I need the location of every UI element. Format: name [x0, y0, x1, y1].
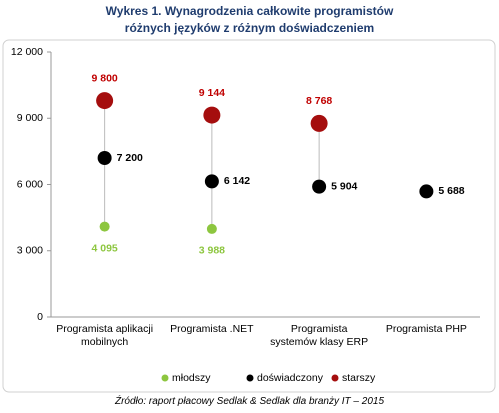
data-label: 6 142: [224, 175, 250, 187]
data-label: 5 688: [438, 185, 464, 197]
dot: [310, 114, 328, 132]
x-tick-label: Programista PHP: [385, 323, 467, 335]
data-label: 9 144: [199, 87, 225, 99]
dot: [203, 106, 221, 124]
y-tick-label: 3 000: [17, 245, 43, 257]
legend-marker: [246, 374, 254, 382]
legend-label: młodszy: [172, 372, 211, 384]
y-tick-label: 9 000: [17, 112, 43, 124]
data-label: 9 800: [91, 72, 117, 84]
legend-marker: [331, 374, 339, 382]
data-label: 5 904: [331, 180, 357, 192]
dot: [96, 92, 114, 110]
dot: [99, 221, 110, 232]
x-tick-label: Programista systemów klasy ERP: [270, 323, 369, 348]
data-label: 8 768: [306, 95, 332, 107]
data-label: 4 095: [91, 242, 117, 254]
y-tick-label: 0: [37, 311, 43, 323]
dot: [204, 174, 219, 189]
x-tick-label: Programista aplikacji mobilnych: [56, 323, 154, 348]
source-note: Źródło: raport płacowy Sedlak & Sedlak d…: [114, 396, 385, 407]
legend-label: starszy: [342, 372, 376, 384]
y-tick-label: 6 000: [17, 178, 43, 190]
legend-marker: [161, 374, 169, 382]
x-tick-label: Programista .NET: [170, 323, 254, 335]
dot: [419, 184, 434, 199]
legend-label: doświadczony: [257, 372, 324, 384]
data-label: 3 988: [199, 245, 225, 257]
y-tick-label: 12 000: [11, 46, 43, 58]
dot: [206, 223, 217, 234]
data-label: 7 200: [117, 152, 143, 164]
dot: [97, 151, 112, 165]
chart-frame: [2, 39, 496, 393]
chart-title: Wykres 1. Wynagrodzenia całkowite progra…: [105, 4, 394, 35]
dot: [312, 179, 327, 194]
